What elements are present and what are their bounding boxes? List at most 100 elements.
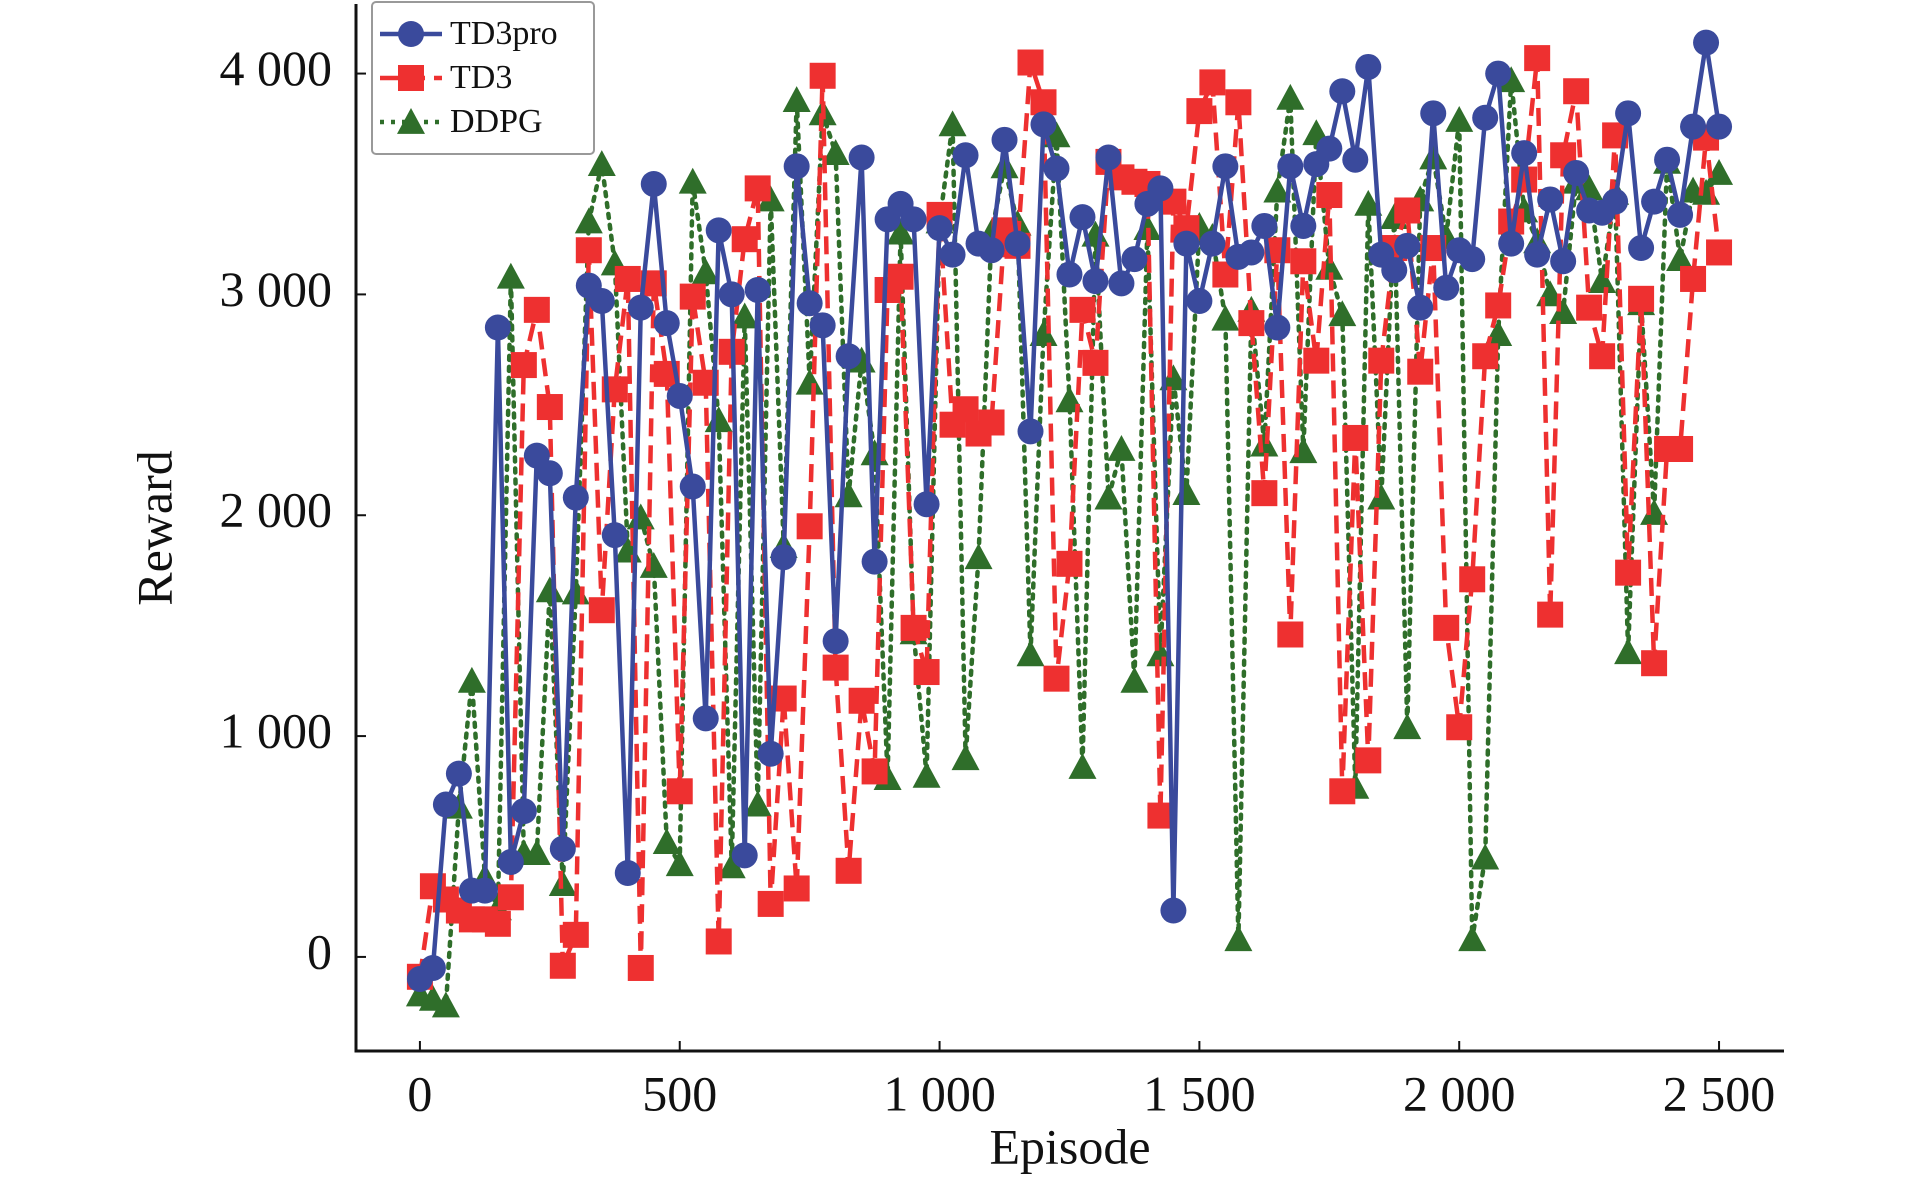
marker	[1576, 294, 1603, 321]
marker	[951, 744, 980, 771]
marker	[1094, 483, 1123, 510]
marker	[1393, 713, 1422, 740]
marker	[666, 778, 693, 805]
marker	[1680, 113, 1707, 140]
marker	[614, 265, 641, 292]
x-tick-label: 500	[642, 1065, 717, 1121]
marker	[496, 262, 525, 289]
marker	[1497, 66, 1526, 93]
marker	[1537, 601, 1564, 628]
marker	[457, 666, 486, 693]
marker	[913, 491, 940, 518]
marker	[1550, 248, 1577, 275]
x-tick-label: 2 500	[1663, 1065, 1776, 1121]
marker	[835, 343, 862, 370]
marker	[938, 110, 967, 137]
marker	[1277, 153, 1304, 180]
marker	[397, 108, 425, 134]
marker	[835, 857, 862, 884]
marker	[1458, 925, 1487, 952]
marker	[782, 86, 811, 112]
marker	[1316, 135, 1343, 162]
marker	[536, 394, 563, 421]
legend-label: TD3pro	[450, 15, 558, 52]
marker	[1628, 285, 1655, 312]
marker	[1524, 241, 1551, 268]
marker	[1485, 60, 1512, 87]
marker	[1588, 267, 1617, 294]
marker	[1082, 268, 1109, 295]
marker	[1316, 182, 1343, 209]
marker	[1666, 245, 1695, 271]
marker	[1290, 248, 1317, 275]
marker	[1199, 69, 1226, 96]
marker	[588, 288, 615, 315]
marker	[1108, 270, 1135, 297]
marker	[1367, 483, 1396, 510]
marker	[1354, 189, 1383, 216]
marker	[1068, 753, 1097, 779]
marker	[1445, 105, 1474, 132]
marker	[731, 226, 758, 253]
marker	[1056, 261, 1083, 288]
marker	[1290, 212, 1317, 239]
marker	[1329, 778, 1356, 805]
marker	[1173, 230, 1200, 257]
marker	[770, 544, 797, 571]
x-tick-label: 2 000	[1403, 1065, 1516, 1121]
marker	[1016, 640, 1045, 667]
y-tick-label: 3 000	[220, 261, 333, 317]
marker	[1277, 621, 1304, 648]
marker	[887, 263, 914, 290]
marker	[1459, 246, 1486, 273]
marker	[484, 910, 511, 937]
marker	[1095, 144, 1122, 171]
marker	[1511, 166, 1538, 193]
marker	[978, 409, 1005, 436]
marker	[1107, 434, 1136, 461]
marker	[1186, 288, 1213, 315]
marker	[1329, 78, 1356, 105]
marker	[1147, 175, 1174, 202]
marker	[912, 761, 941, 788]
marker	[523, 296, 550, 323]
marker	[1251, 480, 1278, 507]
marker	[1251, 212, 1278, 239]
marker	[822, 628, 849, 655]
legend-label: DDPG	[450, 103, 543, 140]
marker	[1355, 53, 1382, 80]
marker	[1602, 188, 1629, 215]
marker	[1706, 239, 1733, 266]
marker	[561, 578, 590, 605]
marker	[1159, 364, 1188, 391]
marker	[1289, 437, 1318, 464]
marker	[1368, 347, 1395, 374]
marker	[900, 206, 927, 233]
marker	[913, 659, 940, 686]
marker	[796, 513, 823, 540]
marker	[1082, 349, 1109, 376]
marker	[665, 850, 694, 877]
marker	[1276, 83, 1305, 110]
series	[406, 29, 1733, 993]
marker	[848, 687, 875, 714]
marker	[964, 543, 993, 570]
marker	[1160, 897, 1187, 924]
marker	[679, 283, 706, 310]
marker	[822, 654, 849, 681]
marker	[1224, 925, 1253, 952]
marker	[783, 875, 810, 902]
marker	[1589, 343, 1616, 370]
marker	[796, 290, 823, 317]
marker	[1238, 239, 1265, 266]
marker	[705, 217, 732, 244]
marker	[1563, 78, 1590, 105]
marker	[1355, 747, 1382, 774]
marker	[1615, 559, 1642, 586]
marker	[886, 218, 915, 245]
marker	[834, 481, 863, 508]
marker	[678, 167, 707, 194]
marker	[627, 294, 654, 321]
marker	[1069, 204, 1096, 231]
